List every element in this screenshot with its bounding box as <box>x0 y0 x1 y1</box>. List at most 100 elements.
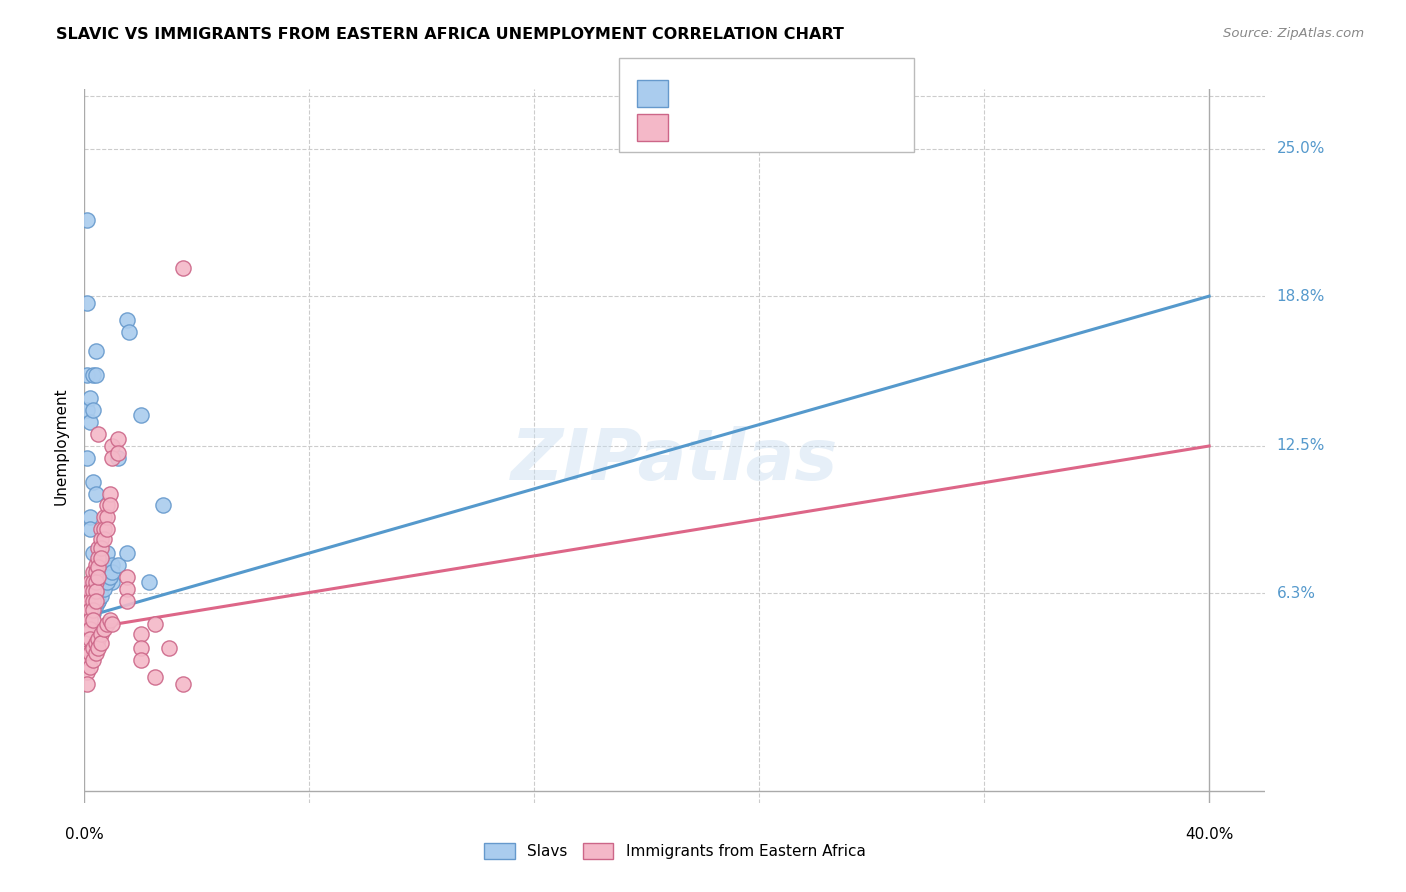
Point <box>84 584 107 599</box>
Point <box>87 427 110 442</box>
Point <box>84 343 107 358</box>
Point <box>76 403 98 417</box>
Text: 0.0%: 0.0% <box>65 827 104 841</box>
Point <box>87 582 110 596</box>
Point <box>76 600 98 615</box>
Text: 12.5%: 12.5% <box>1277 439 1324 453</box>
Point <box>101 565 124 579</box>
Point <box>82 613 104 627</box>
Point <box>87 541 110 556</box>
Point <box>76 606 98 620</box>
Point <box>79 613 101 627</box>
Point <box>84 486 107 500</box>
Text: R = 0.490   N = 75: R = 0.490 N = 75 <box>675 120 831 135</box>
Point <box>90 532 112 546</box>
Legend: Slavs, Immigrants from Eastern Africa: Slavs, Immigrants from Eastern Africa <box>484 844 866 859</box>
Point <box>96 617 118 632</box>
Point <box>79 613 101 627</box>
Point <box>143 617 166 632</box>
Point <box>93 510 115 524</box>
Point <box>93 558 115 572</box>
Point <box>79 584 101 599</box>
Point <box>82 593 104 607</box>
Point <box>76 636 98 650</box>
Point <box>115 570 138 584</box>
Text: SLAVIC VS IMMIGRANTS FROM EASTERN AFRICA UNEMPLOYMENT CORRELATION CHART: SLAVIC VS IMMIGRANTS FROM EASTERN AFRICA… <box>56 27 844 42</box>
Point <box>76 593 98 607</box>
Point <box>79 593 101 607</box>
Point <box>96 574 118 589</box>
Point <box>90 636 112 650</box>
Point <box>76 665 98 679</box>
Point <box>79 632 101 646</box>
Point <box>82 584 104 599</box>
Point <box>129 627 152 641</box>
Point <box>118 325 141 339</box>
Point <box>87 550 110 565</box>
Point <box>157 641 180 656</box>
Point <box>101 439 124 453</box>
Point <box>79 582 101 596</box>
Text: ZIPatlas: ZIPatlas <box>512 425 838 495</box>
Point <box>82 603 104 617</box>
Text: 6.3%: 6.3% <box>1277 586 1316 601</box>
Point <box>76 627 98 641</box>
Point <box>76 213 98 227</box>
Point <box>138 574 160 589</box>
Point <box>87 560 110 574</box>
Point <box>98 613 121 627</box>
Point <box>90 589 112 603</box>
Point <box>93 582 115 596</box>
Point <box>96 570 118 584</box>
Point <box>76 450 98 465</box>
Point <box>79 646 101 660</box>
Point <box>90 627 112 641</box>
Point <box>76 368 98 382</box>
Text: R = 0.303   N = 49: R = 0.303 N = 49 <box>675 87 831 101</box>
Point <box>93 532 115 546</box>
Point <box>96 510 118 524</box>
Point <box>82 368 104 382</box>
Point <box>87 593 110 607</box>
Point <box>107 450 129 465</box>
Point <box>96 546 118 560</box>
Point <box>84 646 107 660</box>
Point <box>87 632 110 646</box>
Point <box>93 622 115 636</box>
Point <box>87 593 110 607</box>
Point <box>98 499 121 513</box>
Point <box>143 670 166 684</box>
Point <box>98 486 121 500</box>
Point <box>172 260 194 275</box>
Point <box>107 558 129 572</box>
Point <box>79 574 101 589</box>
Point <box>82 574 104 589</box>
Point <box>98 570 121 584</box>
Text: 25.0%: 25.0% <box>1277 141 1324 156</box>
Point <box>76 677 98 691</box>
Point <box>82 475 104 489</box>
Point <box>79 622 101 636</box>
Point <box>82 565 104 579</box>
Point <box>115 313 138 327</box>
Point <box>90 558 112 572</box>
Point <box>76 656 98 670</box>
Point <box>90 582 112 596</box>
Point <box>90 522 112 536</box>
Point <box>101 450 124 465</box>
Point <box>84 636 107 650</box>
Point <box>76 607 98 622</box>
Point <box>107 432 129 446</box>
Point <box>82 606 104 620</box>
Point <box>96 499 118 513</box>
Point <box>87 570 110 584</box>
Point <box>96 522 118 536</box>
Point <box>84 368 107 382</box>
Point <box>129 641 152 656</box>
Point <box>93 522 115 536</box>
Point <box>82 653 104 667</box>
Point <box>84 574 107 589</box>
Point <box>129 653 152 667</box>
Point <box>79 392 101 406</box>
Point <box>84 599 107 613</box>
